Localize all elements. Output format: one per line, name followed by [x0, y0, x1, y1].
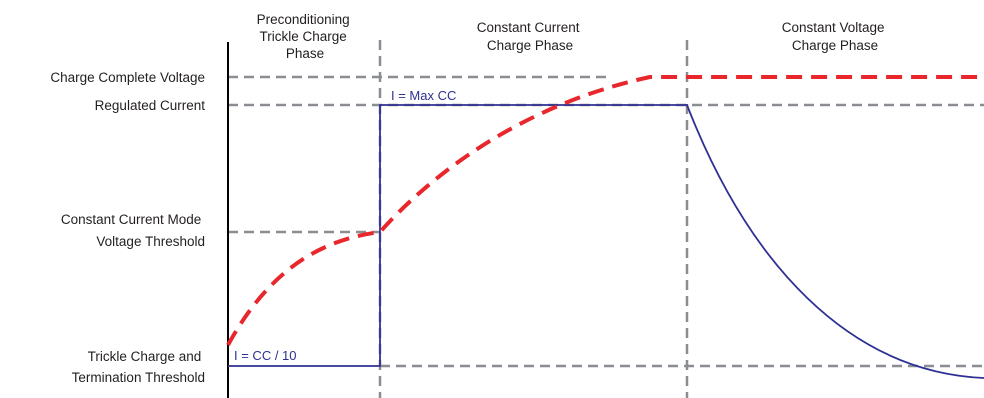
guide-lines [228, 75, 984, 368]
voltage-curve [226, 75, 984, 346]
phase-label-constant-voltage: Constant Voltage Charge Phase [782, 20, 889, 53]
annotation-max-cc: I = Max CC [391, 88, 456, 103]
level-label-regulated-current: Regulated Current [95, 98, 206, 113]
phase-label-constant-current: Constant Current Charge Phase [477, 20, 584, 53]
level-label-cc-mode-threshold: Constant Current Mode Voltage Threshold [61, 212, 205, 249]
phase-label-precondition: Preconditioning Trickle Charge Phase [257, 12, 354, 61]
annotation-cc-10: I = CC / 10 [234, 348, 297, 363]
level-label-termination-threshold: Trickle Charge and Termination Threshold [72, 349, 205, 385]
level-label-charge-complete-voltage: Charge Complete Voltage [50, 70, 205, 85]
current-curve [228, 104, 984, 379]
